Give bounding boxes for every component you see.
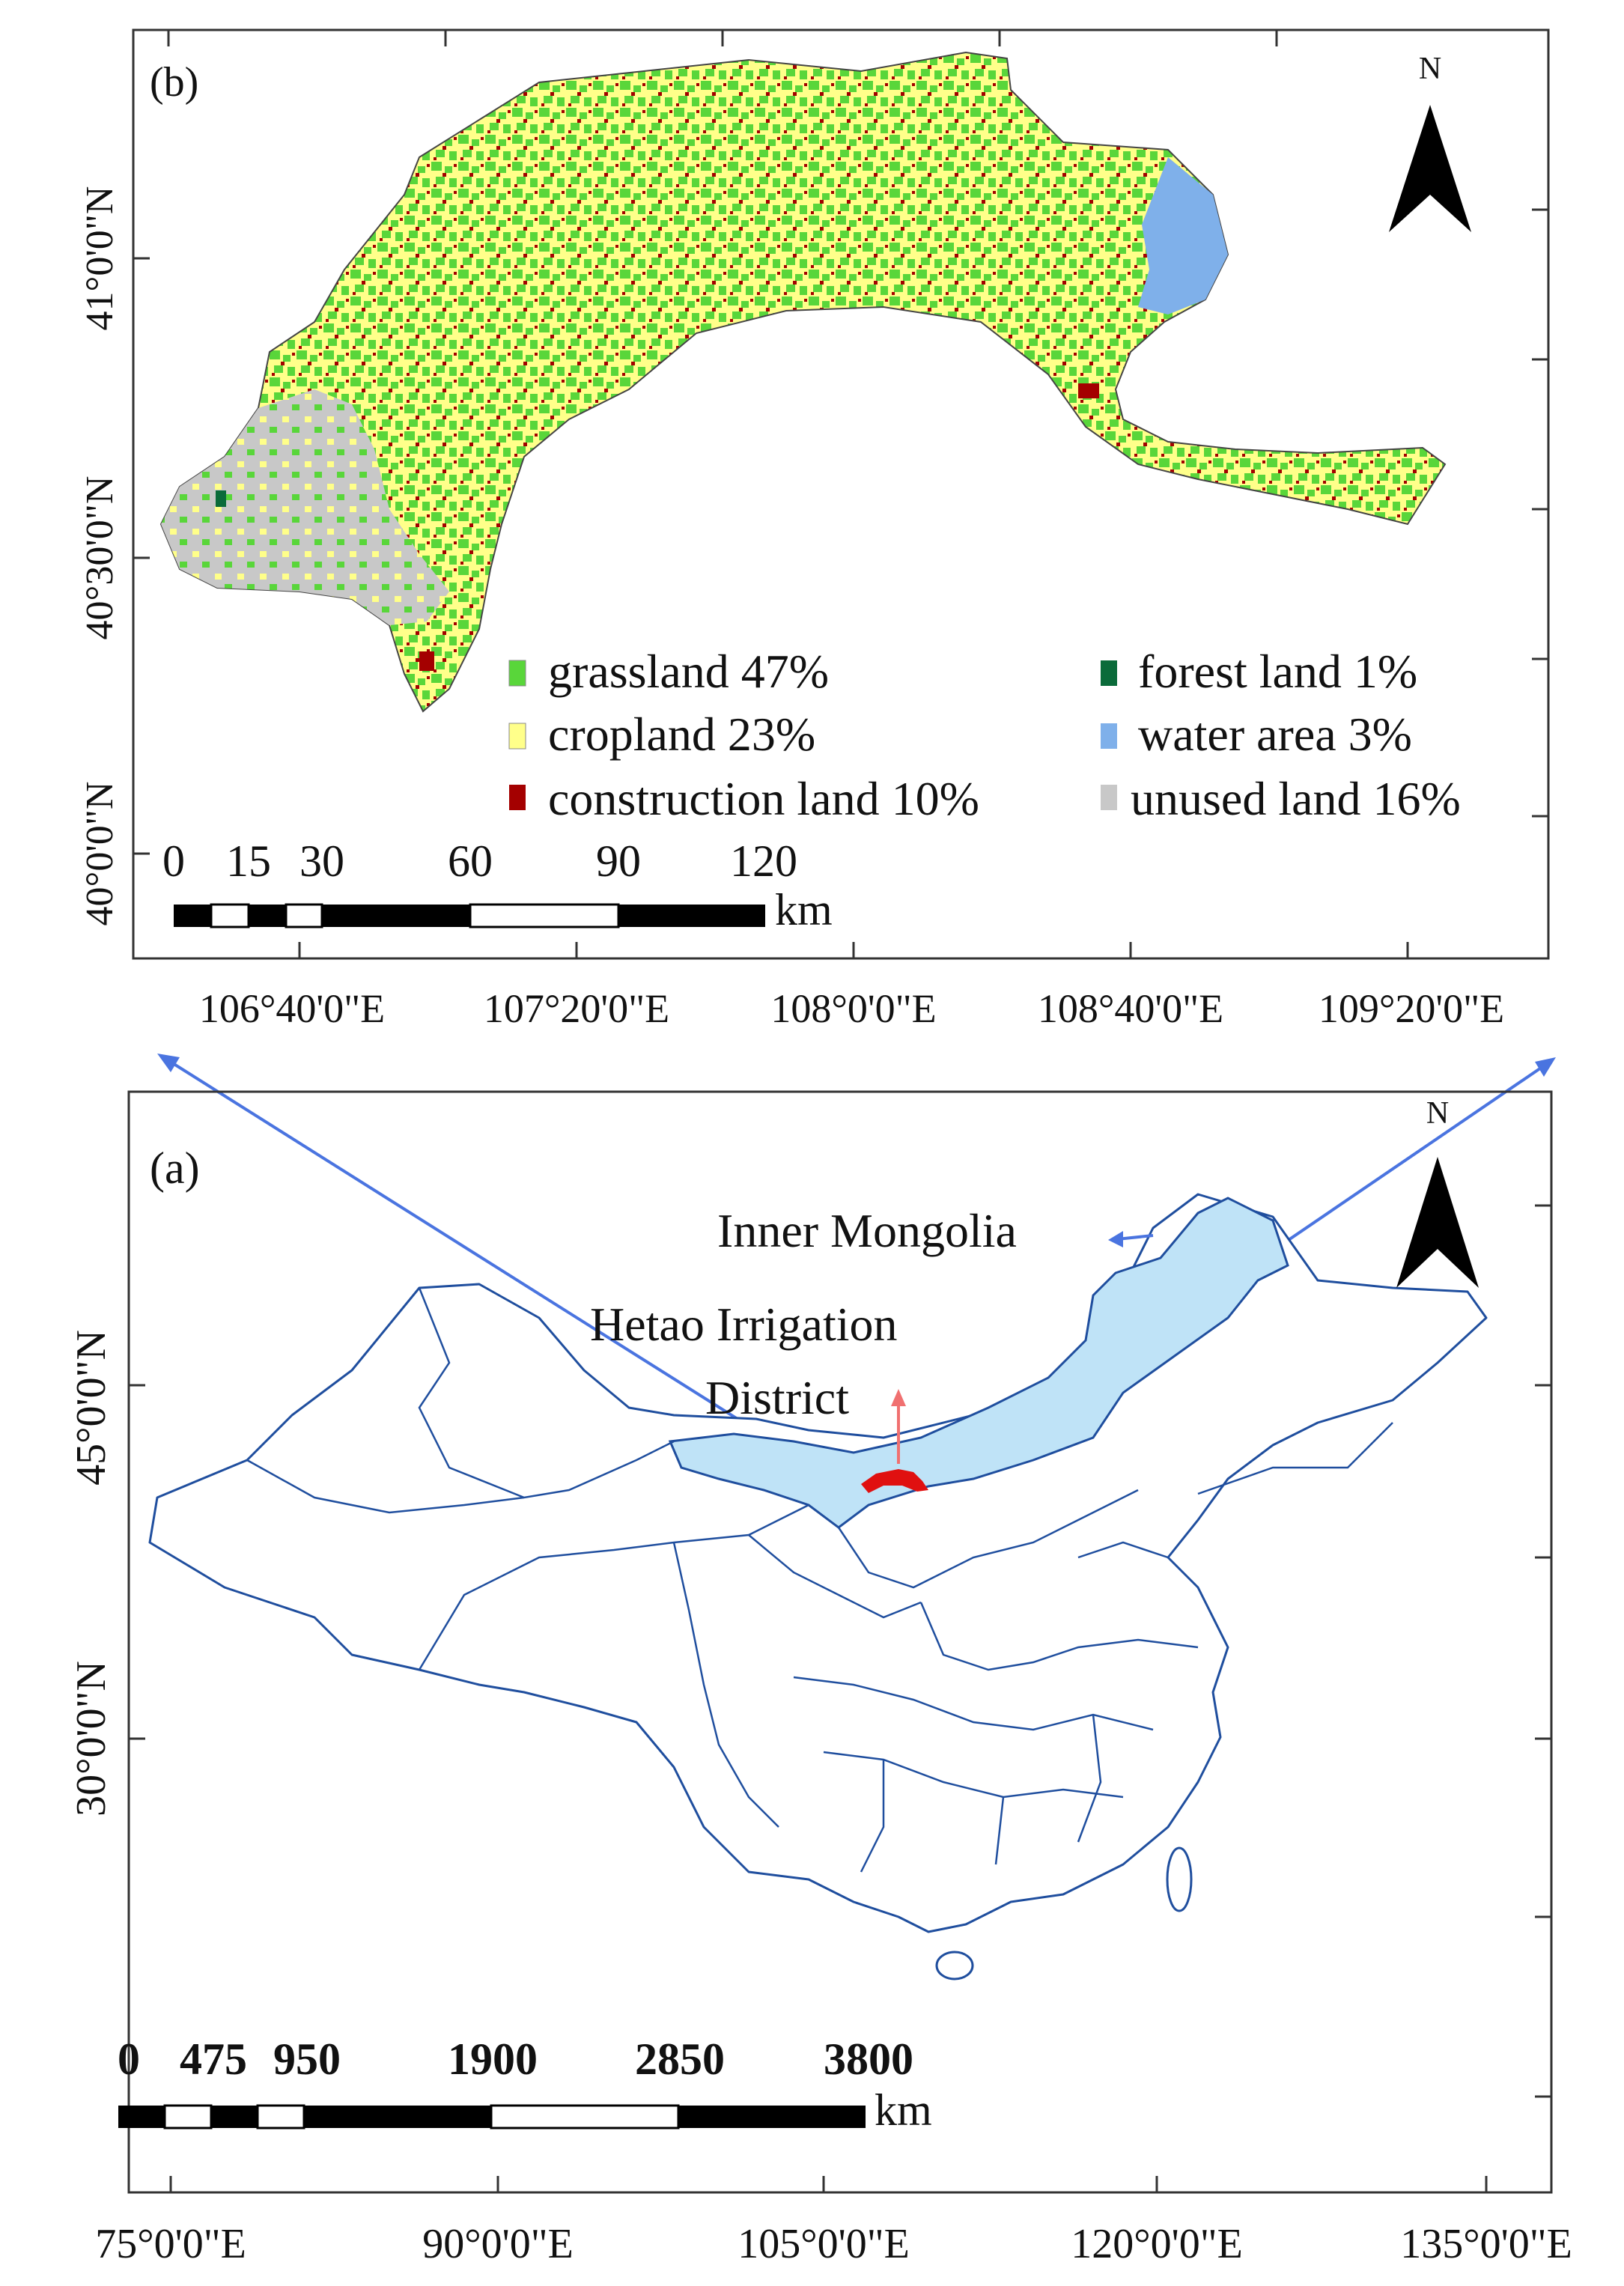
panel-a-lon-label-5: 135°0'0"E	[1400, 2221, 1572, 2267]
panel-a-north-label: N	[1426, 1096, 1449, 1131]
panel-b-scale-30: 30	[299, 836, 344, 886]
taiwan	[1166, 1846, 1193, 1912]
panel-b-lon-label-5: 109°20'0"E	[1319, 986, 1504, 1031]
legend-item-forest: forest land 1%	[1101, 645, 1417, 698]
panel-b-scale-15: 15	[226, 836, 271, 886]
panel-a-scale-0: 0	[118, 2034, 140, 2084]
panel-a-scale-bar: 0 475 950 1900 2850 3800 km	[118, 2034, 932, 2135]
legend-item-unused: unused land 16%	[1101, 772, 1461, 825]
legend-swatch-water	[1101, 723, 1117, 749]
hetao-label-line1: Hetao Irrigation	[590, 1298, 898, 1351]
panel-b-north-label: N	[1419, 52, 1441, 86]
panel-a-lon-label-4: 120°0'0"E	[1071, 2221, 1243, 2267]
construction-patch-2	[1078, 383, 1099, 398]
hetao-label-line2: District	[705, 1371, 849, 1424]
panel-a-scale-950: 950	[273, 2034, 341, 2084]
legend-item-water: water area 3%	[1101, 708, 1412, 761]
inner-mongolia-label: Inner Mongolia	[717, 1204, 1017, 1257]
panel-a-lat-label-2: 30°0'0"N	[68, 1661, 115, 1817]
legend-label-construction: construction land 10%	[548, 772, 979, 825]
legend-item-grassland: grassland 47%	[508, 645, 829, 698]
forest-patch	[216, 490, 226, 507]
legend-swatch-construction	[509, 785, 526, 810]
panel-a-frame	[127, 1090, 1553, 2194]
panel-b-lat-label-2: 40°30'0"N	[79, 476, 121, 640]
china-map	[148, 1193, 1488, 1981]
panel-a-scale-2850: 2850	[635, 2034, 725, 2084]
hetao-region	[159, 51, 1447, 713]
china-outline	[148, 1193, 1488, 1933]
legend-item-construction: construction land 10%	[509, 772, 979, 825]
panel-b-north-arrow-icon: N	[1389, 52, 1471, 232]
panel-b-ticks	[133, 30, 1548, 958]
panel-a-scale-unit: km	[875, 2085, 932, 2135]
hetao-region-marker	[861, 1469, 928, 1493]
panel-b-frame	[132, 28, 1550, 960]
panel-b-lon-label-1: 106°40'0"E	[199, 986, 385, 1031]
panel-b-scale-bar: 0 15 30 60 90 120 km	[162, 836, 833, 934]
panel-b-lon-label-3: 108°0'0"E	[770, 986, 936, 1031]
legend-label-cropland: cropland 23%	[548, 708, 815, 761]
legend-label-unused: unused land 16%	[1131, 772, 1461, 825]
unused-area-west	[161, 389, 449, 625]
legend-label-forest: forest land 1%	[1138, 645, 1417, 698]
legend-swatch-cropland	[508, 723, 526, 750]
panel-a-scale-1900: 1900	[448, 2034, 538, 2084]
panel-a: (a) Inner Mongolia Hetao Irrigation Dist…	[68, 1090, 1572, 2267]
panel-b-lon-label-4: 108°40'0"E	[1038, 986, 1223, 1031]
panel-b-scale-120: 120	[730, 836, 797, 886]
panel-a-scale-475: 475	[180, 2034, 247, 2084]
legend-label-water: water area 3%	[1138, 708, 1412, 761]
hetao-landuse-map	[159, 51, 1447, 713]
panel-b-lat-label-1: 41°0'0"N	[79, 186, 121, 331]
panel-a-scale-3800: 3800	[824, 2034, 913, 2084]
panel-a-label: (a)	[150, 1143, 200, 1193]
panel-b-scale-0: 0	[162, 836, 185, 886]
legend-label-grassland: grassland 47%	[548, 645, 829, 698]
panel-a-lon-label-2: 90°0'0"E	[422, 2221, 574, 2267]
panel-b-legend: grassland 47% cropland 23% construction …	[508, 645, 1461, 825]
panel-a-ticks	[129, 1204, 1551, 2192]
water-area-east	[1138, 157, 1228, 314]
panel-a-lat-label-1: 45°0'0"N	[68, 1330, 115, 1486]
panel-b-scale-90: 90	[596, 836, 641, 886]
panel-b-scale-60: 60	[448, 836, 493, 886]
province-boundaries	[246, 1287, 1393, 1873]
panel-b-lat-label-3: 40°0'0"N	[79, 782, 121, 926]
panel-b: (b)	[79, 28, 1550, 1031]
panel-a-lon-label-3: 105°0'0"E	[738, 2221, 910, 2267]
legend-item-cropland: cropland 23%	[508, 708, 815, 761]
panel-b-lon-label-2: 107°20'0"E	[484, 986, 669, 1031]
panel-b-label: (b)	[150, 59, 198, 106]
inner-mongolia-pointer	[1108, 1231, 1154, 1247]
inner-mongolia	[668, 1197, 1289, 1529]
hainan	[935, 1951, 974, 1981]
panel-b-scale-unit: km	[775, 885, 833, 934]
panel-a-north-arrow-icon: N	[1396, 1096, 1479, 1288]
legend-swatch-grassland	[508, 660, 526, 687]
panel-a-lon-label-1: 75°0'0"E	[95, 2221, 246, 2267]
legend-swatch-unused	[1101, 785, 1117, 810]
construction-patch	[419, 651, 434, 671]
legend-swatch-forest	[1101, 660, 1117, 686]
